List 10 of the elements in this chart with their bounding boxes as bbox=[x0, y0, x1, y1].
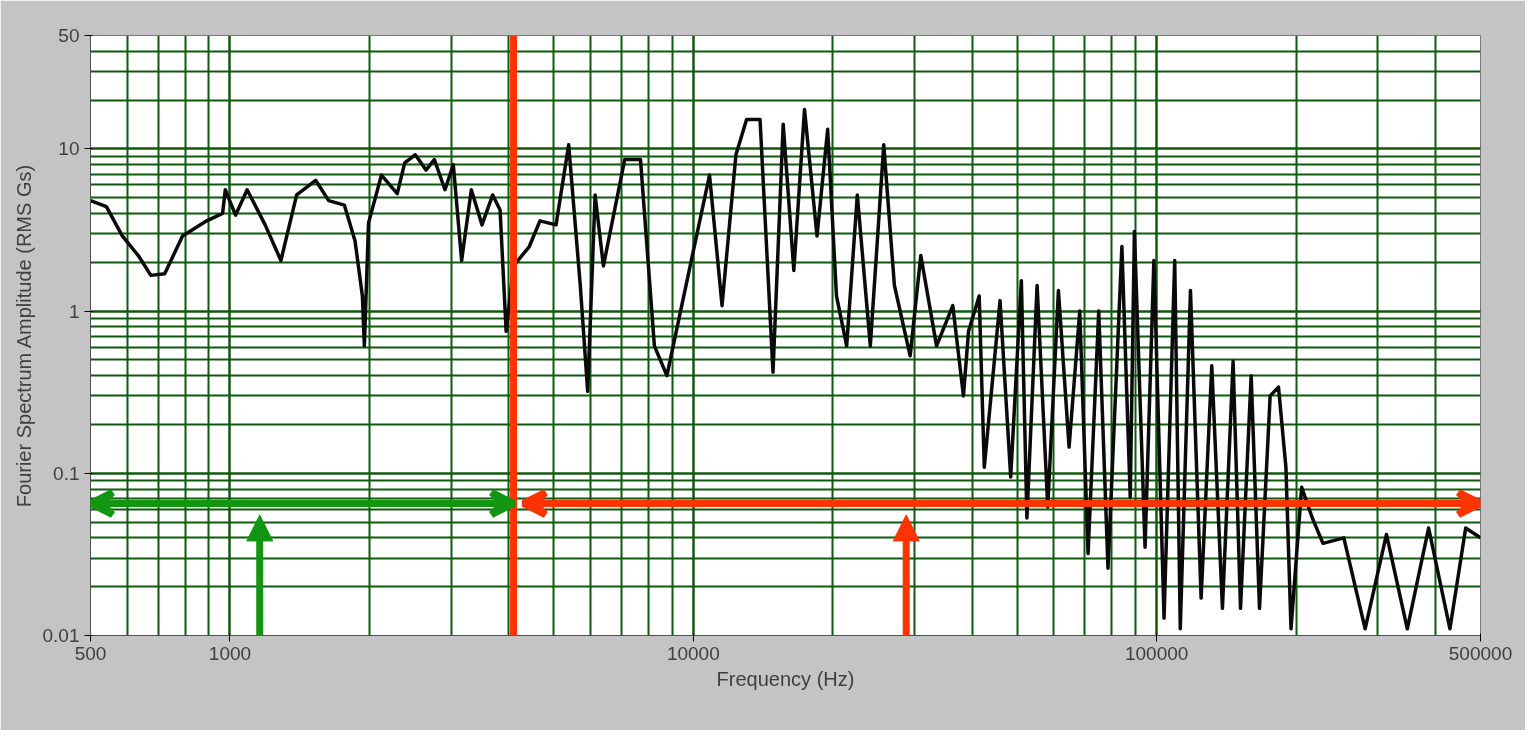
x-tick-label: 10000 bbox=[666, 642, 720, 664]
x-tick-label: 500000 bbox=[1448, 642, 1513, 664]
y-axis-title: Fourier Spectrum Amplitude (RMS Gs) bbox=[12, 164, 35, 508]
y-tick-label: 50 bbox=[58, 25, 80, 46]
x-tick-label: 100000 bbox=[1124, 642, 1189, 664]
y-tick-label: 0.1 bbox=[53, 462, 80, 484]
x-tick-label: 1000 bbox=[208, 642, 252, 664]
y-tick-label: 1 bbox=[68, 300, 80, 322]
x-axis-title: Frequency (Hz) bbox=[716, 667, 855, 690]
y-tick-label: 10 bbox=[58, 138, 80, 160]
